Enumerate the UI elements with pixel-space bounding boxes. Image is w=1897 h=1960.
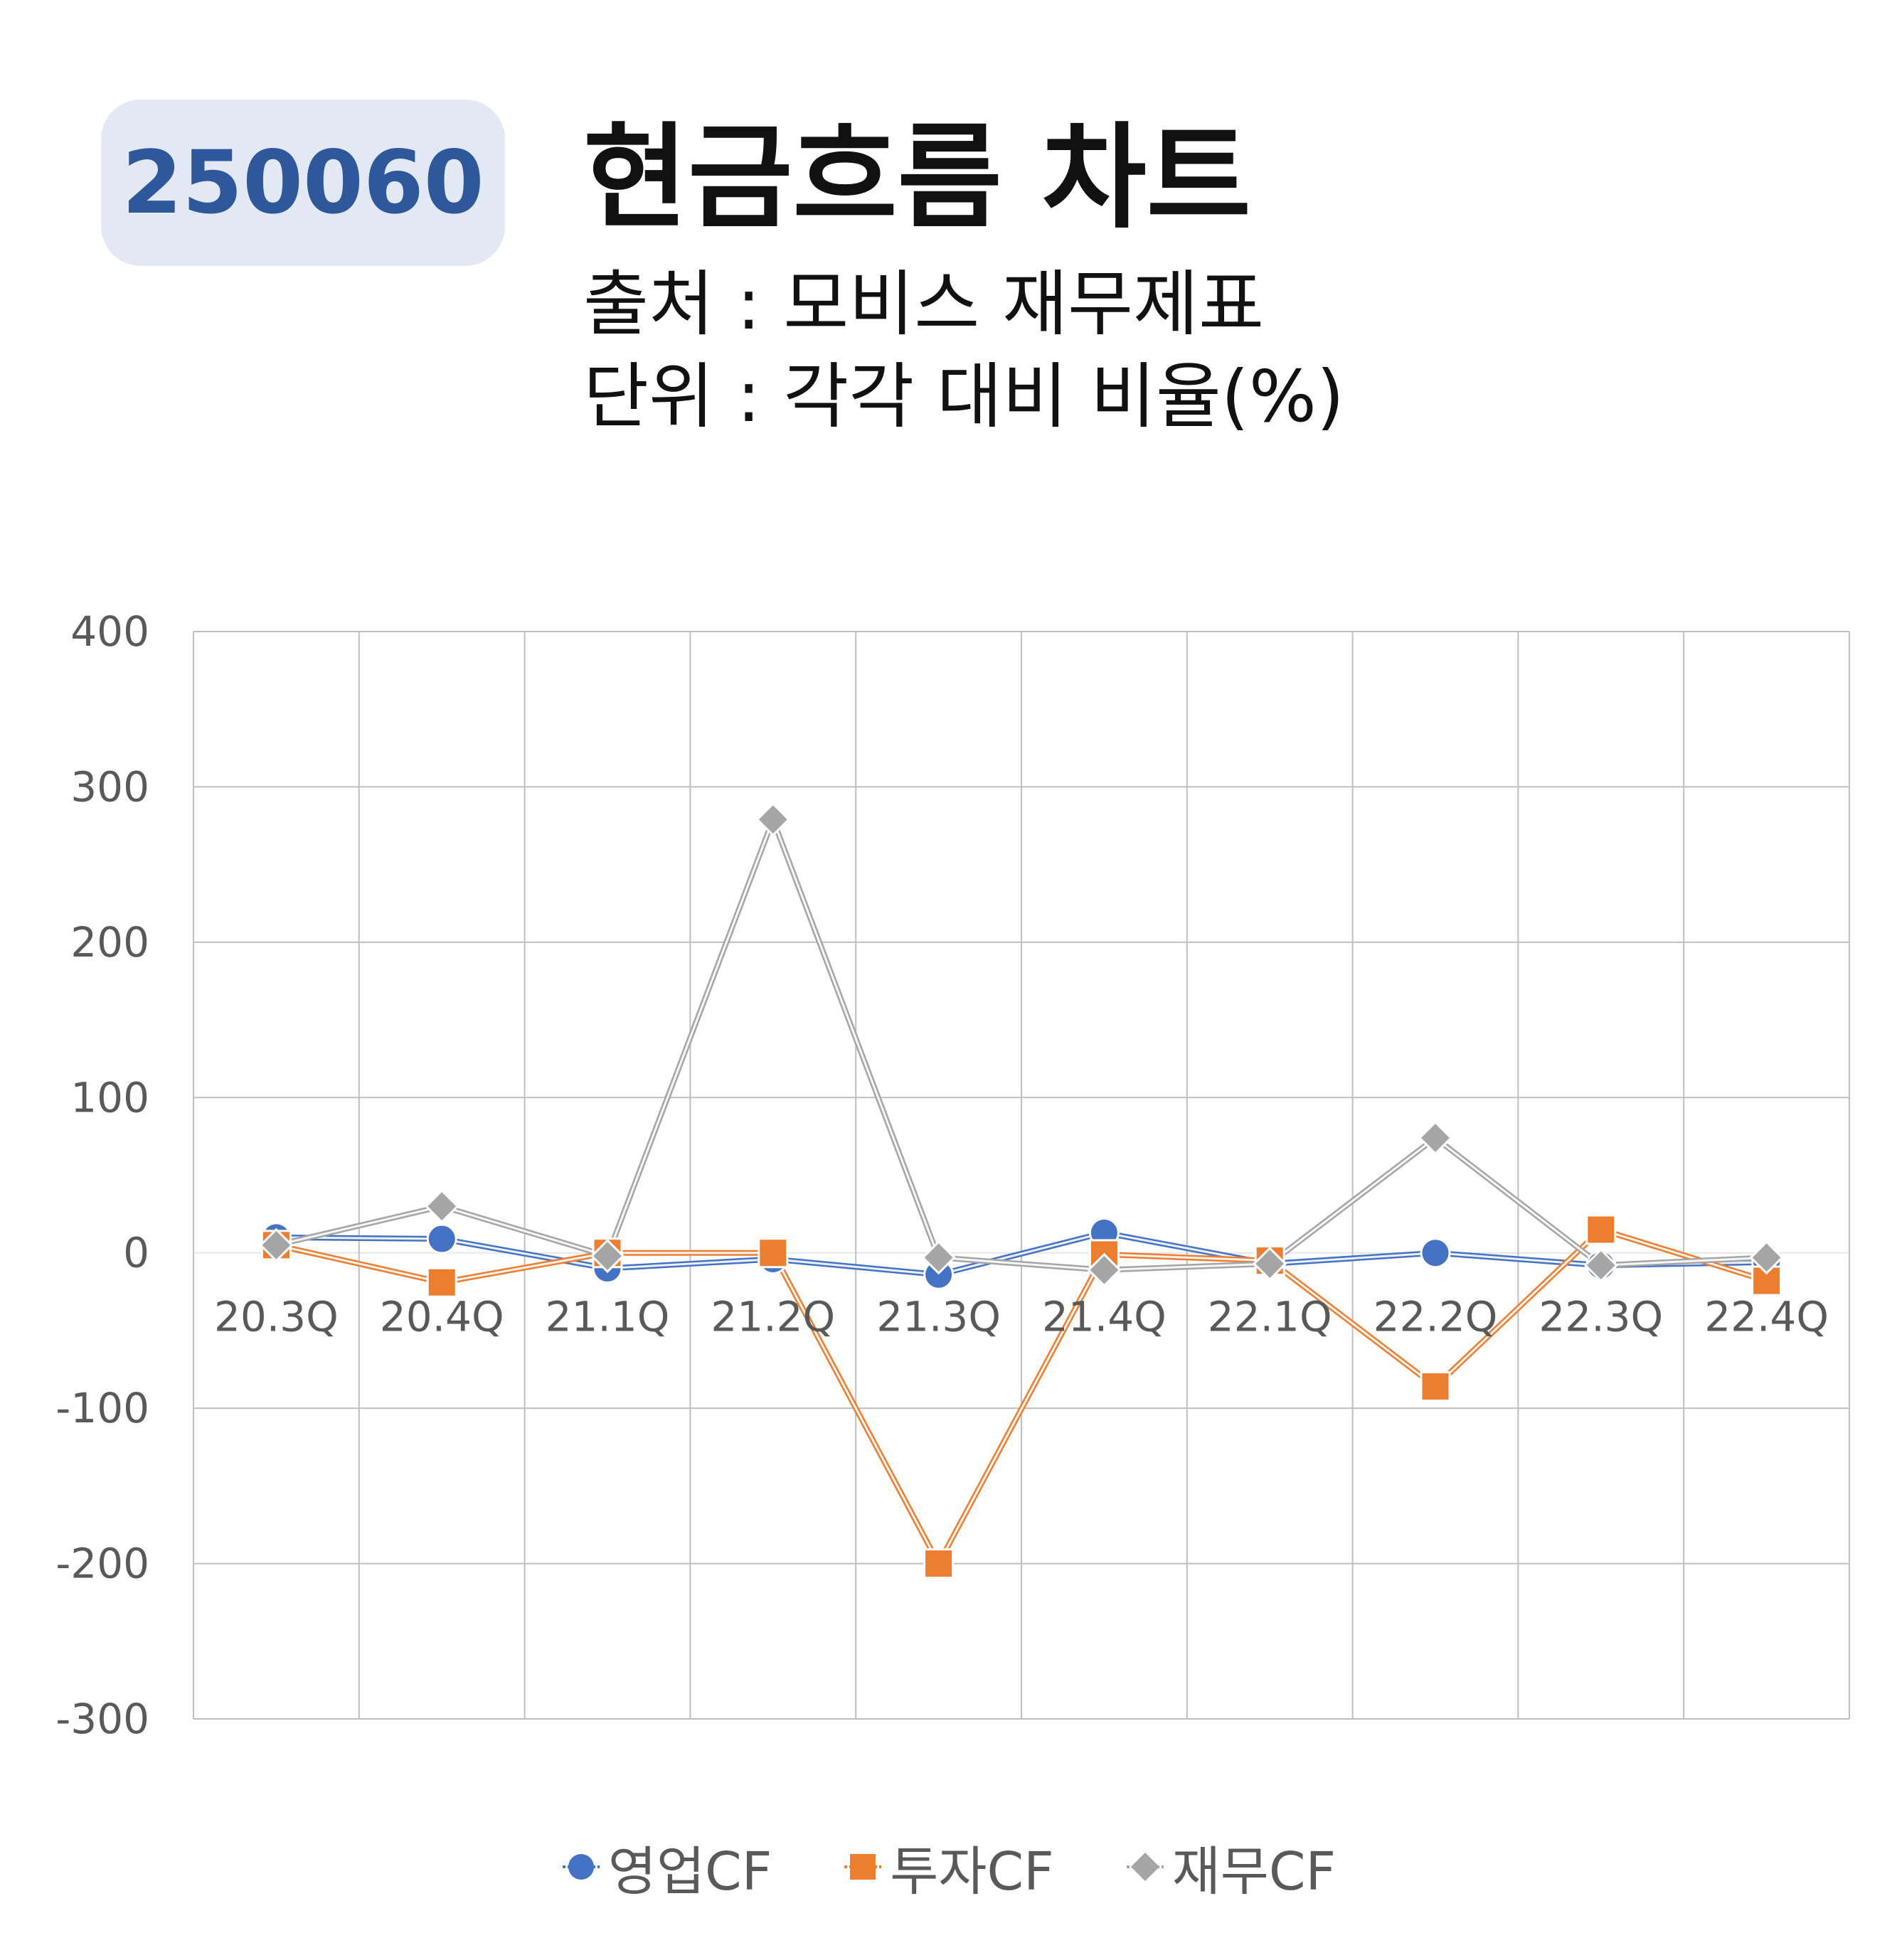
series-line-highlight-2 (276, 818, 1767, 1272)
x-tick-label: 22.1Q (1208, 1293, 1332, 1341)
data-point-square (426, 1267, 457, 1298)
y-tick-label: 100 (70, 1073, 149, 1122)
code-badge: 250060 (101, 100, 505, 266)
y-tick-label: 200 (70, 918, 149, 966)
data-point-circle (1420, 1237, 1451, 1269)
data-point-square (923, 1548, 955, 1580)
data-point-diamond (755, 802, 790, 837)
y-tick-label: 400 (70, 607, 149, 656)
x-tick-label: 21.2Q (711, 1293, 835, 1341)
x-tick-label: 21.3Q (876, 1293, 1001, 1341)
data-point-square (758, 1237, 789, 1269)
x-tick-label: 20.3Q (214, 1293, 339, 1341)
x-tick-label: 20.4Q (380, 1293, 504, 1341)
legend-label-operating: 영업CF (607, 1841, 772, 1902)
data-point-diamond (1253, 1246, 1287, 1282)
legend-diamond-icon (1126, 1853, 1164, 1881)
x-tick-label: 22.3Q (1539, 1293, 1663, 1341)
series-line-highlight-0 (276, 1231, 1767, 1276)
legend-item-financing: 재무CF (1125, 1829, 1336, 1905)
y-tick-label: 300 (70, 762, 149, 811)
data-point-diamond (1749, 1240, 1784, 1275)
y-tick-label: 0 (123, 1229, 149, 1277)
x-tick-label: 22.4Q (1704, 1293, 1829, 1341)
data-point-diamond (1087, 1252, 1122, 1287)
legend-label-investing: 투자CF (890, 1841, 1054, 1902)
data-point-diamond (259, 1227, 294, 1262)
code-label: 250060 (122, 132, 484, 233)
page-title: 현금흐름 차트 (583, 111, 1251, 244)
data-point-square (1420, 1371, 1451, 1402)
x-tick-label: 21.1Q (546, 1293, 670, 1341)
data-point-diamond (1418, 1120, 1453, 1156)
x-tick-label: 22.2Q (1373, 1293, 1498, 1341)
legend-label-financing: 재무CF (1171, 1841, 1337, 1902)
data-point-circle (426, 1223, 457, 1255)
data-point-diamond (590, 1238, 625, 1274)
legend-item-operating: 영업CF (561, 1829, 772, 1905)
x-tick-label: 21.4Q (1042, 1293, 1167, 1341)
data-point-diamond (921, 1240, 956, 1275)
y-tick-label: -300 (55, 1695, 149, 1743)
legend-circle-icon (562, 1854, 600, 1880)
legend-item-investing: 투자CF (843, 1829, 1054, 1905)
legend: 영업CF 투자CF 재무CF (0, 1828, 1897, 1906)
y-tick-label: -200 (55, 1540, 149, 1588)
unit-text: 단위 : 각각 대비 비율(%) (583, 355, 1344, 438)
source-text: 출처 : 모비스 재무제표 (583, 262, 1265, 346)
series-line-highlight-1 (276, 1228, 1768, 1565)
data-point-square (1585, 1214, 1617, 1245)
data-point-diamond (1583, 1248, 1618, 1283)
legend-square-icon (844, 1854, 882, 1880)
data-point-diamond (425, 1189, 459, 1224)
y-tick-label: -100 (55, 1384, 149, 1432)
